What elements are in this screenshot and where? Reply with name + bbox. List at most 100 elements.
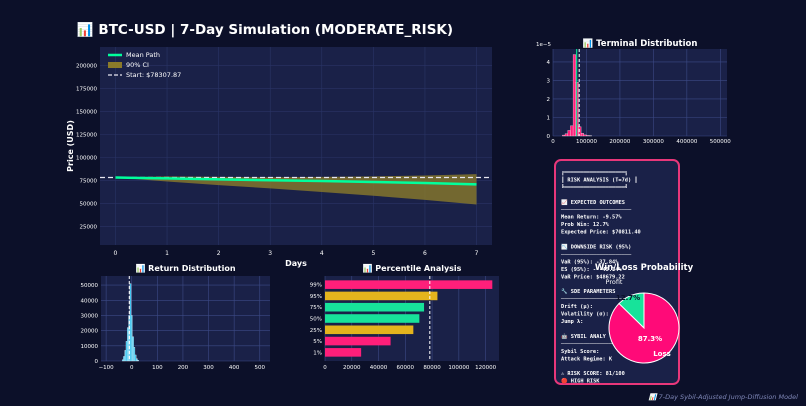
pie-label-profit: Profit xyxy=(606,278,623,286)
percentile-x-tick-label: 0 xyxy=(323,365,327,371)
returns-hist-bar xyxy=(124,350,127,362)
risk-panel-line: VaR (95%): -37.84% xyxy=(561,259,619,265)
risk-panel-line: Mean Return: -9.57% xyxy=(561,215,622,221)
risk-panel-line: Drift (μ): xyxy=(561,304,593,310)
percentile-category-label: 25% xyxy=(310,328,322,334)
returns-hist-bar xyxy=(125,341,128,362)
returns-x-tick-label: −100 xyxy=(99,365,115,371)
risk-panel-line: 🤖 SYBIL ANALY xyxy=(561,333,607,340)
terminal-y-tick-label: 3 xyxy=(547,78,551,84)
legend-mean-label: Mean Path xyxy=(126,51,160,59)
terminal-hist-bar xyxy=(572,54,576,137)
returns-hist-bar xyxy=(123,356,125,362)
returns-x-tick-label: 0 xyxy=(130,365,134,371)
main-y-tick-label: 75000 xyxy=(80,179,98,185)
risk-panel-line: 🔧 SDE PARAMETERS xyxy=(561,288,615,295)
returns-x-tick-label: 500 xyxy=(255,365,266,371)
main-y-tick-label: 175000 xyxy=(76,86,97,92)
returns-hist-bar xyxy=(132,336,134,362)
legend-ci-label: 90% CI xyxy=(126,61,149,69)
percentile-x-tick-label: 100000 xyxy=(448,365,469,371)
returns-title: 📊 Return Distribution xyxy=(135,263,235,273)
terminal-x-tick-label: 0 xyxy=(551,139,555,145)
risk-panel-line: Volatility (σ): xyxy=(561,312,609,318)
returns-x-tick-label: 300 xyxy=(203,365,214,371)
main-y-tick-label: 25000 xyxy=(80,225,98,231)
main-x-tick-label: 6 xyxy=(423,250,427,257)
percentile-x-tick-label: 120000 xyxy=(475,365,496,371)
main-mean-path xyxy=(115,176,477,186)
terminal-hist-bar xyxy=(570,125,574,137)
pie-value-loss: 87.3% xyxy=(638,335,662,343)
terminal-hist-bar xyxy=(562,134,566,137)
returns-x-tick-label: 200 xyxy=(178,365,189,371)
returns-hist-bar xyxy=(136,358,138,362)
returns-hist-bar xyxy=(121,359,124,362)
pie-value-profit: 12.7% xyxy=(616,294,640,302)
risk-panel-line: Prob Win: 12.7% xyxy=(561,222,610,228)
terminal-hist-bar xyxy=(578,126,582,137)
percentile-category-label: 5% xyxy=(313,339,322,345)
risk-panel-line: ────────────────────── xyxy=(560,207,632,213)
main-x-tick-label: 0 xyxy=(114,250,118,257)
legend-ci-swatch xyxy=(108,62,122,68)
percentile-bar xyxy=(325,325,414,335)
main-y-tick-label: 50000 xyxy=(80,202,98,208)
main-y-tick-label: 150000 xyxy=(76,109,97,115)
terminal-hist-bar xyxy=(564,133,568,137)
percentile-bar xyxy=(325,336,391,346)
percentile-category-label: 75% xyxy=(310,305,322,311)
terminal-y-tick-label: 4 xyxy=(547,60,551,66)
legend-start-label: Start: $78307.87 xyxy=(126,71,181,79)
percentile-bar xyxy=(325,280,493,289)
risk-panel-line: ────────────────────── xyxy=(560,341,632,347)
pie-label-loss: Loss xyxy=(653,350,671,358)
main-plot-area xyxy=(100,47,492,245)
terminal-hist-bar xyxy=(580,133,584,137)
terminal-title: 📊 Terminal Distribution xyxy=(583,38,698,49)
risk-panel-line: Attack Regime: K xyxy=(561,356,613,362)
returns-y-tick-label: 20000 xyxy=(81,329,99,335)
main-x-tick-label: 4 xyxy=(320,250,324,257)
percentile-x-tick-label: 80000 xyxy=(423,365,441,371)
risk-panel-line: Sybil Score: xyxy=(561,349,599,355)
returns-y-tick-label: 30000 xyxy=(81,313,99,319)
percentile-title: 📊 Percentile Analysis xyxy=(363,263,462,273)
returns-x-tick-label: 400 xyxy=(229,365,240,371)
risk-panel-line: 📉 DOWNSIDE RISK (95%) xyxy=(561,244,631,251)
terminal-hist-bar xyxy=(567,130,571,137)
pie-slice-loss xyxy=(608,292,680,364)
returns-hist-bar xyxy=(137,360,139,362)
main-y-tick-label: 200000 xyxy=(76,63,97,69)
terminal-hist-bar xyxy=(586,135,590,137)
returns-y-tick-label: 40000 xyxy=(81,298,99,304)
risk-panel-line: ────────────────────── xyxy=(560,252,632,258)
terminal-hist-bar xyxy=(583,134,587,137)
suptitle: 📊 BTC-USD | 7-Day Simulation (MODERATE_R… xyxy=(76,22,454,38)
footer-note: 📊 7-Day Sybil-Adjusted Jump-Diffusion Mo… xyxy=(648,393,798,401)
returns-hist-bar xyxy=(130,315,133,362)
percentile-x-tick-label: 20000 xyxy=(343,365,361,371)
risk-panel-line: 📈 EXPECTED OUTCOMES xyxy=(561,199,625,206)
risk-panel-line: ║ RISK ANALYSIS (T=7d) ║ xyxy=(561,176,638,183)
main-x-tick-label: 3 xyxy=(268,250,272,257)
percentile-bar xyxy=(325,348,362,357)
returns-y-tick-label: 0 xyxy=(95,359,99,365)
percentile-category-label: 50% xyxy=(310,317,322,323)
returns-y-tick-label: 10000 xyxy=(81,344,99,350)
pie-title: Win/Loss Probability xyxy=(595,263,694,273)
returns-hist-bar xyxy=(127,327,129,362)
main-y-tick-label: 100000 xyxy=(76,156,97,162)
terminal-y-tick-label: 2 xyxy=(547,97,551,103)
terminal-plot-area xyxy=(553,49,727,136)
terminal-x-tick-label: 400000 xyxy=(676,139,697,145)
terminal-x-tick-label: 500000 xyxy=(710,139,731,145)
main-y-axis-label: Price (USD) xyxy=(66,120,75,172)
returns-hist-bar xyxy=(129,283,132,362)
percentile-category-label: 95% xyxy=(310,294,322,300)
risk-panel-line: ES (95%): - -45.34% xyxy=(561,267,622,273)
risk-panel-line: Jump λ: xyxy=(561,319,583,325)
main-x-tick-label: 2 xyxy=(217,250,221,257)
returns-hist-bar xyxy=(134,354,137,362)
returns-y-tick-label: 50000 xyxy=(81,283,99,289)
